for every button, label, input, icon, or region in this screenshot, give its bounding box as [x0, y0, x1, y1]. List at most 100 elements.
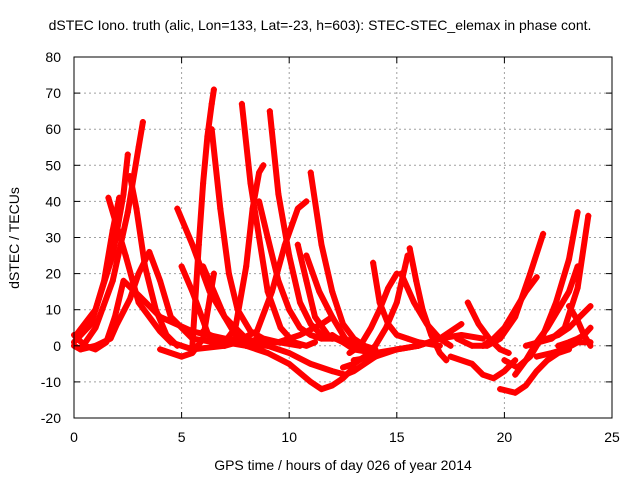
data-point — [174, 205, 181, 212]
data-point — [307, 169, 314, 176]
x-tick-label: 5 — [178, 429, 186, 445]
series-line-pass-06 — [127, 173, 181, 349]
data-point — [109, 277, 116, 284]
data-point — [376, 306, 383, 313]
data-point — [475, 321, 482, 328]
data-point — [114, 321, 121, 328]
data-point — [307, 360, 314, 367]
data-point — [555, 306, 562, 313]
data-point — [296, 331, 303, 338]
data-point — [561, 346, 568, 353]
data-point — [105, 194, 112, 201]
data-point — [533, 274, 540, 281]
data-point — [312, 339, 319, 346]
data-point — [307, 321, 314, 328]
data-point — [587, 303, 594, 310]
series-line-pass-34 — [479, 274, 540, 349]
data-point — [458, 321, 465, 328]
data-point — [200, 335, 207, 342]
data-point — [303, 277, 310, 284]
data-point — [139, 118, 146, 125]
data-point — [512, 357, 519, 364]
data-point — [565, 303, 572, 310]
data-point — [469, 342, 476, 349]
data-point — [393, 331, 400, 338]
series-group — [71, 86, 594, 396]
data-point — [281, 241, 288, 248]
y-tick-label: 20 — [45, 266, 61, 282]
data-point — [372, 342, 379, 349]
data-point — [174, 342, 181, 349]
data-point — [256, 234, 263, 241]
data-point — [243, 263, 250, 270]
data-point — [342, 371, 349, 378]
data-point — [346, 350, 353, 357]
data-point — [167, 313, 174, 320]
data-point — [204, 133, 211, 140]
series-line-pass-33 — [447, 353, 519, 382]
data-point — [120, 277, 127, 284]
y-axis-label: dSTEC / TECUs — [6, 187, 22, 289]
data-point — [200, 317, 207, 324]
data-point — [385, 285, 392, 292]
data-point — [535, 339, 542, 346]
y-tick-label: 60 — [45, 121, 61, 137]
y-tick-label: -10 — [41, 374, 61, 390]
data-point — [565, 256, 572, 263]
data-point — [178, 353, 185, 360]
data-point — [124, 151, 131, 158]
data-point — [290, 339, 297, 346]
data-point — [249, 205, 256, 212]
data-point — [350, 357, 357, 364]
data-point — [406, 245, 413, 252]
data-point — [275, 339, 282, 346]
data-point — [447, 353, 454, 360]
data-point — [329, 331, 336, 338]
data-point — [447, 342, 454, 349]
data-point — [307, 331, 314, 338]
data-point — [393, 346, 400, 353]
data-point — [243, 342, 250, 349]
data-point — [522, 342, 529, 349]
data-point — [527, 270, 534, 277]
data-point — [213, 342, 220, 349]
y-tick-label: 70 — [45, 85, 61, 101]
data-point — [413, 277, 420, 284]
data-point — [574, 339, 581, 346]
data-point — [544, 357, 551, 364]
data-point — [126, 295, 133, 302]
x-tick-label: 15 — [389, 429, 405, 445]
data-point — [316, 288, 323, 295]
data-point — [469, 360, 476, 367]
data-point — [275, 191, 282, 198]
data-point — [497, 386, 504, 393]
y-tick-label: 50 — [45, 157, 61, 173]
data-point — [307, 378, 314, 385]
data-point — [256, 198, 263, 205]
data-point — [479, 371, 486, 378]
data-point — [126, 173, 133, 180]
data-point — [454, 335, 461, 342]
data-point — [200, 263, 207, 270]
data-point — [443, 357, 450, 364]
data-point — [210, 288, 217, 295]
data-point — [221, 339, 228, 346]
data-point — [189, 350, 196, 357]
y-tick-label: -20 — [41, 410, 61, 426]
data-point — [210, 86, 217, 93]
data-point — [555, 331, 562, 338]
data-point — [436, 350, 443, 357]
data-point — [238, 100, 245, 107]
x-tick-label: 25 — [604, 429, 620, 445]
data-point — [264, 342, 271, 349]
data-point — [522, 357, 529, 364]
data-point — [294, 241, 301, 248]
data-point — [157, 277, 164, 284]
data-point — [423, 321, 430, 328]
data-point — [574, 317, 581, 324]
data-point — [398, 270, 405, 277]
data-point — [565, 288, 572, 295]
data-point — [385, 321, 392, 328]
data-point — [303, 198, 310, 205]
series-line-pass-26 — [346, 270, 400, 356]
